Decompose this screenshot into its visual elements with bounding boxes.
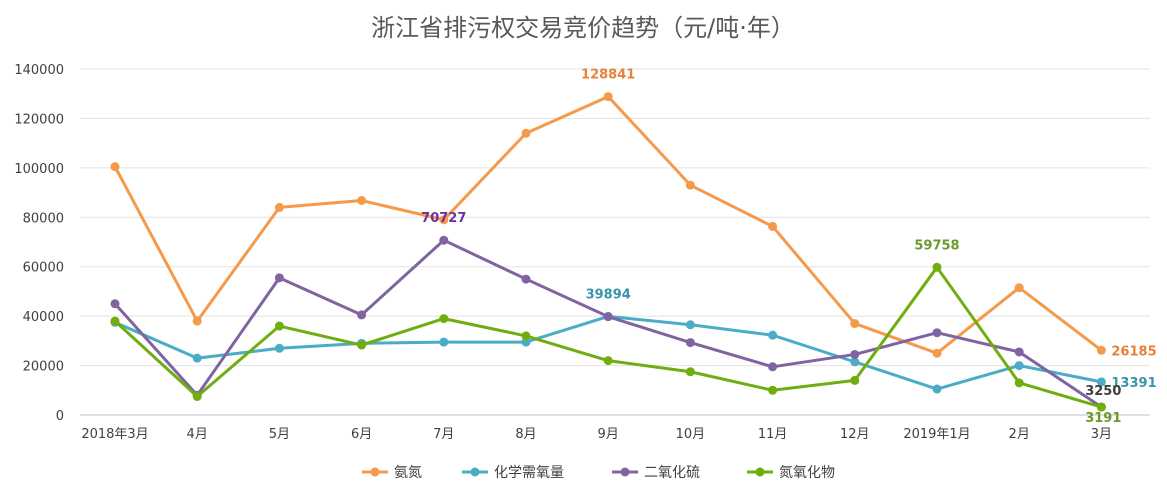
data-point (274, 202, 284, 212)
legend-marker (370, 467, 380, 477)
x-axis-ticks: 2018年3月 4月 5月 6月 7月 8月 9月 10月 11月 12月 2019年1月 2月 3月 (81, 427, 1112, 442)
x-tick-label: 8月 (515, 427, 536, 442)
y-tick-label: 0 (56, 409, 64, 424)
grid (80, 68, 1150, 416)
data-point (685, 338, 695, 348)
data-point (1014, 283, 1024, 293)
legend-label: 氮氧化物 (779, 465, 835, 481)
x-tick-label: 7月 (433, 427, 454, 442)
data-point (932, 328, 942, 338)
chart-title: 浙江省排污权交易竞价趋势（元/吨·年） (371, 14, 795, 42)
data-point (768, 362, 778, 372)
data-point (357, 195, 367, 205)
data-point (110, 162, 120, 172)
data-point (1096, 402, 1106, 412)
data-point (110, 316, 120, 326)
data-point (521, 331, 531, 341)
legend-marker (470, 467, 480, 477)
data-point (603, 92, 613, 102)
x-tick-label: 9月 (598, 427, 619, 442)
data-point (521, 128, 531, 138)
data-point (521, 337, 531, 347)
data-point (357, 310, 367, 320)
data-point (932, 348, 942, 358)
y-tick-label: 40000 (23, 310, 64, 325)
x-tick-label: 2019年1月 (903, 427, 970, 442)
x-tick-label: 12月 (840, 427, 870, 442)
data-label: 39894 (586, 287, 631, 302)
data-label: 3250 (1085, 384, 1121, 399)
data-point (685, 367, 695, 377)
x-tick-label: 3月 (1091, 427, 1112, 442)
legend-label: 二氧化硫 (644, 465, 700, 481)
x-tick-label: 10月 (676, 427, 706, 442)
data-label: 128841 (581, 68, 635, 83)
data-label: 70727 (421, 211, 466, 226)
data-point (274, 321, 284, 331)
legend-marker (755, 467, 765, 477)
data-label: 26185 (1111, 344, 1156, 359)
data-point (603, 356, 613, 366)
data-point (521, 274, 531, 284)
y-tick-label: 20000 (23, 360, 64, 375)
data-point (603, 312, 613, 322)
legend-label: 化学需氧量 (494, 465, 564, 481)
data-point (439, 314, 449, 324)
data-label: 59758 (914, 238, 959, 253)
data-point (850, 319, 860, 329)
series-line (113, 238, 1103, 409)
legend-marker (620, 467, 630, 477)
series (110, 92, 1106, 412)
data-point (1014, 361, 1024, 371)
data-point (850, 357, 860, 367)
data-point (685, 180, 695, 190)
x-tick-label: 2018年3月 (81, 427, 148, 442)
x-tick-label: 6月 (351, 427, 372, 442)
data-point (274, 273, 284, 283)
data-point (768, 330, 778, 340)
y-tick-label: 60000 (23, 261, 64, 276)
x-tick-label: 11月 (758, 427, 788, 442)
data-point (850, 375, 860, 385)
data-point (110, 299, 120, 309)
data-point (192, 391, 202, 401)
legend-label: 氨氮 (394, 465, 422, 481)
data-point (850, 349, 860, 359)
data-point (274, 343, 284, 353)
x-tick-label: 4月 (187, 427, 208, 442)
y-tick-label: 140000 (14, 63, 64, 78)
y-tick-label: 100000 (14, 162, 64, 177)
y-axis-ticks: 0 20000 40000 60000 80000 100000 120000 140000 (14, 63, 64, 424)
data-point (768, 385, 778, 395)
data-point (192, 316, 202, 326)
data-point (1014, 378, 1024, 388)
data-point (192, 353, 202, 363)
data-point (685, 320, 695, 330)
data-point (932, 262, 942, 272)
y-tick-label: 80000 (23, 211, 64, 226)
legend: 氨氮 化学需氧量 二氧化硫 氮氧化物 (362, 465, 835, 481)
series-line (114, 314, 1102, 391)
data-label: 3191 (1085, 411, 1121, 426)
data-point (1096, 377, 1106, 387)
data-point (768, 221, 778, 231)
y-tick-label: 120000 (14, 112, 64, 127)
data-point (932, 384, 942, 394)
data-point (357, 340, 367, 350)
data-label: 13391 (1111, 376, 1156, 391)
data-point (1096, 345, 1106, 355)
data-point (1014, 347, 1024, 357)
data-point (439, 215, 449, 225)
data-point (439, 337, 449, 347)
data-point (439, 235, 449, 245)
x-tick-label: 5月 (269, 427, 290, 442)
x-tick-label: 2月 (1009, 427, 1030, 442)
